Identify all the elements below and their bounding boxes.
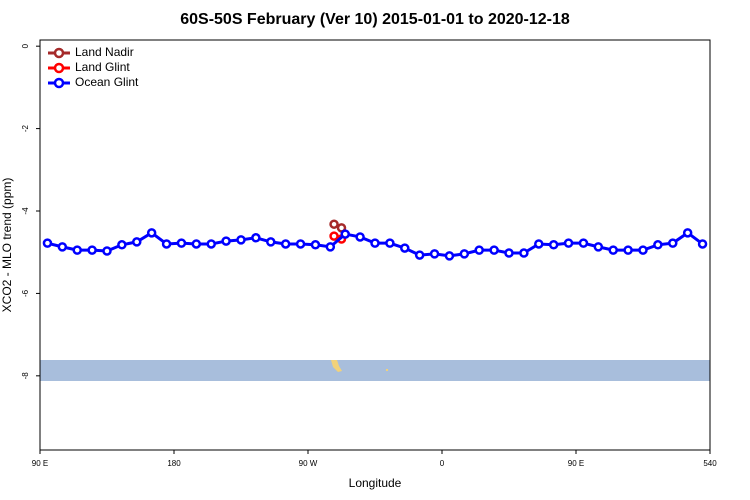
data-point — [578, 238, 589, 248]
data-point — [355, 232, 365, 242]
data-point — [117, 240, 127, 250]
data-point — [176, 238, 187, 248]
data-point — [206, 239, 216, 249]
data-point — [668, 238, 678, 248]
land-shape — [331, 360, 342, 372]
legend-marker — [53, 47, 65, 59]
x-tick-label: 90 E — [32, 459, 48, 468]
legend-label: Land Glint — [75, 60, 130, 74]
legend-marker — [53, 77, 65, 89]
data-point — [563, 238, 574, 248]
data-point — [329, 219, 339, 229]
data-point — [329, 231, 339, 241]
data-point — [414, 250, 425, 260]
data-point — [489, 245, 499, 255]
data-point — [57, 242, 68, 252]
x-tick-label: 90 E — [568, 459, 584, 468]
data-point — [251, 233, 261, 243]
y-tick-label: -4 — [21, 207, 30, 215]
data-point — [385, 238, 395, 248]
land-shape — [386, 369, 388, 371]
data-point — [87, 245, 97, 255]
plot-frame — [39, 39, 711, 451]
y-tick-label: 0 — [21, 43, 30, 48]
x-tick-label: 0 — [440, 459, 445, 468]
data-point — [191, 239, 202, 249]
data-point — [161, 239, 172, 249]
chart-title: 60S-50S February (Ver 10) 2015-01-01 to … — [180, 11, 570, 28]
data-point — [102, 246, 112, 256]
data-point — [638, 245, 648, 255]
data-point — [280, 239, 291, 249]
data-point — [534, 239, 544, 249]
x-tick-label: 180 — [167, 459, 181, 468]
data-point — [504, 248, 514, 258]
data-point — [400, 243, 410, 253]
data-point — [682, 228, 693, 238]
data-point — [310, 240, 321, 250]
data-point — [370, 238, 380, 248]
x-tick-label: 540 — [703, 459, 717, 468]
data-point — [608, 245, 618, 255]
data-point — [340, 229, 350, 239]
y-tick-label: -2 — [21, 124, 30, 132]
data-point — [72, 245, 82, 255]
data-point — [548, 240, 559, 250]
data-point — [429, 249, 440, 259]
data-point — [444, 251, 455, 261]
data-point — [623, 245, 633, 255]
legend-label: Land Nadir — [75, 45, 134, 59]
data-point — [236, 235, 246, 245]
data-point — [146, 228, 157, 238]
data-point — [697, 239, 708, 249]
data-point — [459, 249, 470, 259]
data-point — [42, 238, 53, 248]
y-tick-label: -6 — [21, 289, 30, 297]
y-tick-label: -8 — [21, 372, 30, 380]
data-point — [266, 237, 276, 247]
legend-label: Ocean Glint — [75, 75, 139, 89]
data-point — [132, 237, 142, 247]
data-point — [325, 242, 336, 252]
map-strip — [40, 360, 710, 381]
x-tick-label: 90 W — [299, 459, 318, 468]
data-point — [519, 248, 529, 258]
data-point — [474, 245, 484, 255]
legend-marker — [53, 62, 65, 74]
data-point — [653, 240, 663, 250]
data-point — [221, 236, 231, 246]
data-point — [295, 239, 306, 249]
x-axis-label: Longitude — [349, 476, 402, 490]
data-point — [593, 242, 604, 252]
y-axis-label: XCO2 - MLO trend (ppm) — [0, 178, 14, 313]
